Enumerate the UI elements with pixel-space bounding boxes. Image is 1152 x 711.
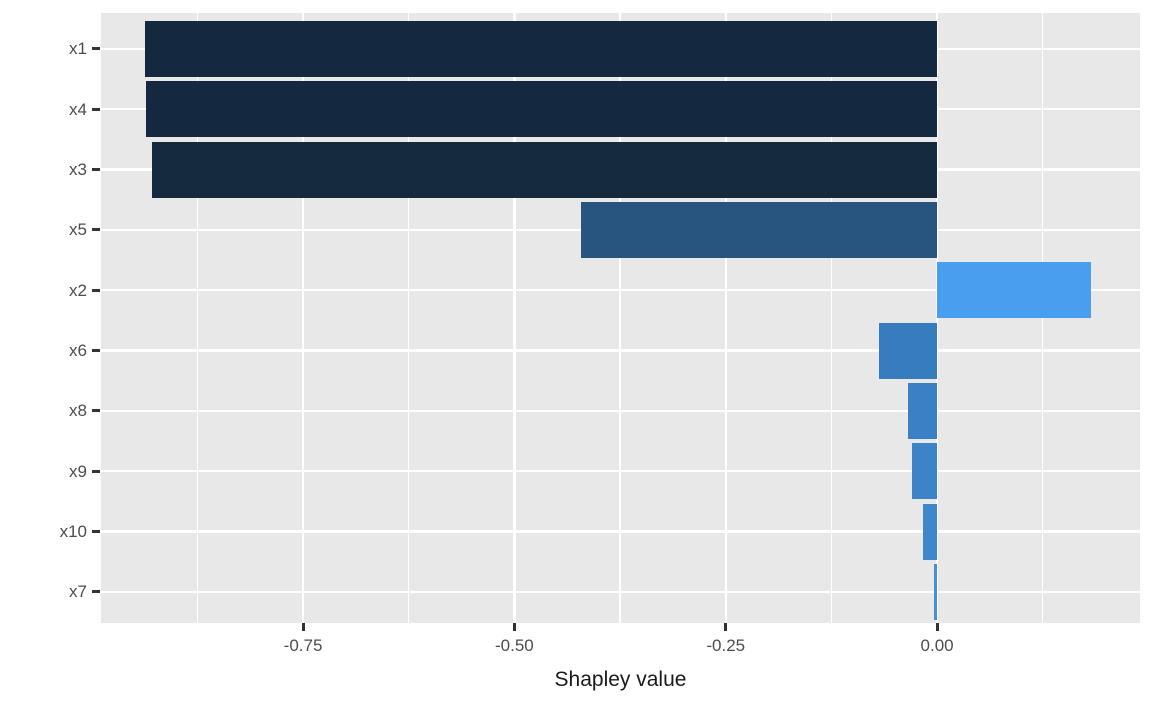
x-tick-label: -0.75	[283, 636, 323, 655]
category-gridline	[101, 530, 1140, 533]
y-tick	[92, 590, 100, 594]
category-gridline	[101, 349, 1140, 352]
y-tick	[92, 469, 100, 473]
x-tick	[724, 623, 728, 631]
bar-x8	[907, 382, 938, 439]
bar-x6	[878, 322, 938, 379]
y-tick	[92, 409, 100, 413]
bar-x2	[937, 262, 1091, 319]
y-tick	[92, 107, 100, 111]
bar-x7	[933, 563, 938, 620]
x-tick-label: -0.50	[495, 636, 534, 655]
major-gridline	[301, 13, 305, 623]
minor-gridline	[619, 13, 621, 623]
y-tick	[92, 228, 100, 232]
y-tick	[92, 168, 100, 172]
x-tick-label: 0.00	[920, 636, 954, 655]
category-gridline	[101, 590, 1140, 594]
category-gridline	[101, 470, 1140, 473]
x-tick	[512, 623, 516, 631]
y-tick-label: x9	[69, 461, 87, 481]
minor-gridline	[408, 13, 410, 623]
major-gridline	[935, 13, 939, 623]
y-tick-label: x2	[69, 280, 87, 300]
minor-gridline	[830, 13, 833, 623]
bar-x9	[911, 443, 938, 500]
x-tick	[935, 623, 939, 631]
y-tick	[92, 288, 100, 292]
y-tick	[92, 530, 100, 534]
x-tick	[301, 623, 305, 631]
plot-panel	[101, 13, 1140, 623]
x-tick-label: -0.25	[706, 636, 746, 655]
bar-x5	[581, 201, 938, 258]
y-tick	[92, 349, 100, 353]
bar-x4	[145, 81, 938, 138]
y-tick	[92, 47, 100, 51]
y-tick-label: x1	[69, 39, 87, 59]
y-tick-label: x6	[69, 341, 87, 361]
minor-gridline	[196, 13, 199, 623]
category-gridline	[101, 289, 1140, 292]
y-tick-label: x5	[69, 220, 87, 240]
major-gridline	[513, 13, 516, 623]
y-tick-label: x3	[69, 160, 87, 180]
bar-x10	[922, 503, 938, 560]
y-tick-label: x10	[59, 522, 87, 542]
y-tick-label: x8	[69, 401, 87, 421]
x-axis-title: Shapley value	[554, 668, 687, 691]
y-tick-label: x7	[69, 582, 87, 602]
bar-x3	[151, 141, 938, 198]
bar-x1	[144, 20, 938, 77]
y-tick-label: x4	[69, 99, 87, 119]
major-gridline	[724, 13, 727, 623]
category-gridline	[101, 409, 1140, 413]
